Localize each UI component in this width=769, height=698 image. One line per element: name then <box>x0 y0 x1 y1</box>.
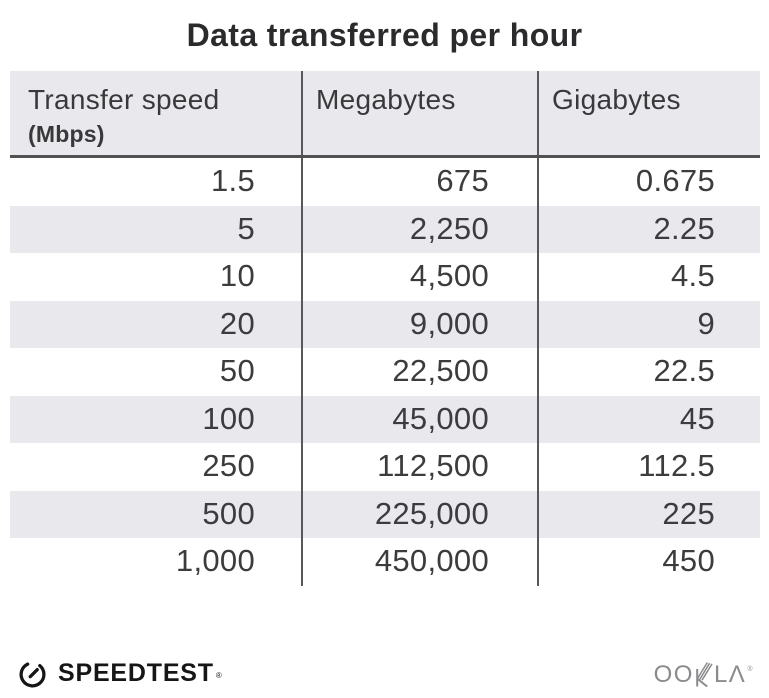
cell-megabytes: 225,000 <box>301 490 537 538</box>
cell-transfer-speed: 1,000 <box>175 543 255 578</box>
ookla-logo: OO LΛ ® <box>654 660 753 687</box>
table-row: 20 9,000 9 <box>10 300 760 348</box>
cell-megabytes: 22,500 <box>301 348 537 396</box>
ookla-k-icon <box>695 660 713 687</box>
cell-gigabytes: 0.675 <box>537 158 760 206</box>
cell-megabytes: 9,000 <box>301 300 537 348</box>
speedtest-registered-mark: ® <box>215 670 222 680</box>
cell-megabytes: 45,000 <box>301 395 537 443</box>
cell-transfer-speed: 20 <box>219 305 255 341</box>
table-row: 1.5 675 0.675 <box>10 158 760 206</box>
cell-transfer-speed: 10 <box>219 258 255 293</box>
column-header-label: Gigabytes <box>552 84 681 115</box>
cell-megabytes: 4,500 <box>301 253 537 301</box>
cell-gigabytes: 9 <box>537 300 760 348</box>
footer: SPEEDTEST ® OO LΛ ® <box>17 656 753 690</box>
cell-transfer-speed: 500 <box>202 495 255 531</box>
table-row: 500 225,000 225 <box>10 490 760 538</box>
cell-megabytes: 675 <box>301 158 537 206</box>
cell-gigabytes: 2.25 <box>537 205 760 253</box>
cell-transfer-speed: 100 <box>202 400 255 436</box>
cell-megabytes: 450,000 <box>301 538 537 586</box>
cell-megabytes: 2,250 <box>301 205 537 253</box>
speedtest-gauge-icon <box>17 658 48 689</box>
page-title: Data transferred per hour <box>186 17 583 53</box>
ookla-wordmark-part1: OO <box>653 660 694 688</box>
table-row: 100 45,000 45 <box>10 395 760 443</box>
table-row: 1,000 450,000 450 <box>10 538 760 586</box>
column-header-label: Transfer speed <box>28 84 220 115</box>
column-header-gigabytes: Gigabytes <box>537 71 760 155</box>
speedtest-wordmark: SPEEDTEST <box>58 658 214 687</box>
cell-transfer-speed: 250 <box>202 448 255 483</box>
column-header-unit: (Mbps) <box>28 121 105 147</box>
table-row: 5 2,250 2.25 <box>10 205 760 253</box>
data-table: Transfer speed (Mbps) Megabytes Gigabyte… <box>10 71 760 586</box>
table-row: 250 112,500 112.5 <box>10 443 760 491</box>
cell-gigabytes: 225 <box>537 490 760 538</box>
cell-transfer-speed: 50 <box>219 353 255 388</box>
ookla-registered-mark: ® <box>747 665 754 673</box>
column-header-transfer-speed: Transfer speed (Mbps) <box>10 71 301 155</box>
cell-transfer-speed: 1.5 <box>211 163 255 198</box>
cell-gigabytes: 22.5 <box>537 348 760 396</box>
cell-gigabytes: 45 <box>537 395 760 443</box>
cell-gigabytes: 112.5 <box>537 443 760 491</box>
cell-transfer-speed: 5 <box>237 210 255 246</box>
cell-gigabytes: 450 <box>537 538 760 586</box>
table-row: 50 22,500 22.5 <box>10 348 760 396</box>
speedtest-logo: SPEEDTEST ® <box>17 658 222 689</box>
column-header-label: Megabytes <box>316 84 456 115</box>
table-header: Transfer speed (Mbps) Megabytes Gigabyte… <box>10 71 760 158</box>
cell-megabytes: 112,500 <box>301 443 537 491</box>
cell-gigabytes: 4.5 <box>537 253 760 301</box>
ookla-wordmark-part2: LΛ <box>713 660 747 688</box>
table-body: 1.5 675 0.675 5 2,250 2.25 10 4,500 4.5 … <box>10 158 760 586</box>
column-header-megabytes: Megabytes <box>301 71 537 155</box>
table-row: 10 4,500 4.5 <box>10 253 760 301</box>
